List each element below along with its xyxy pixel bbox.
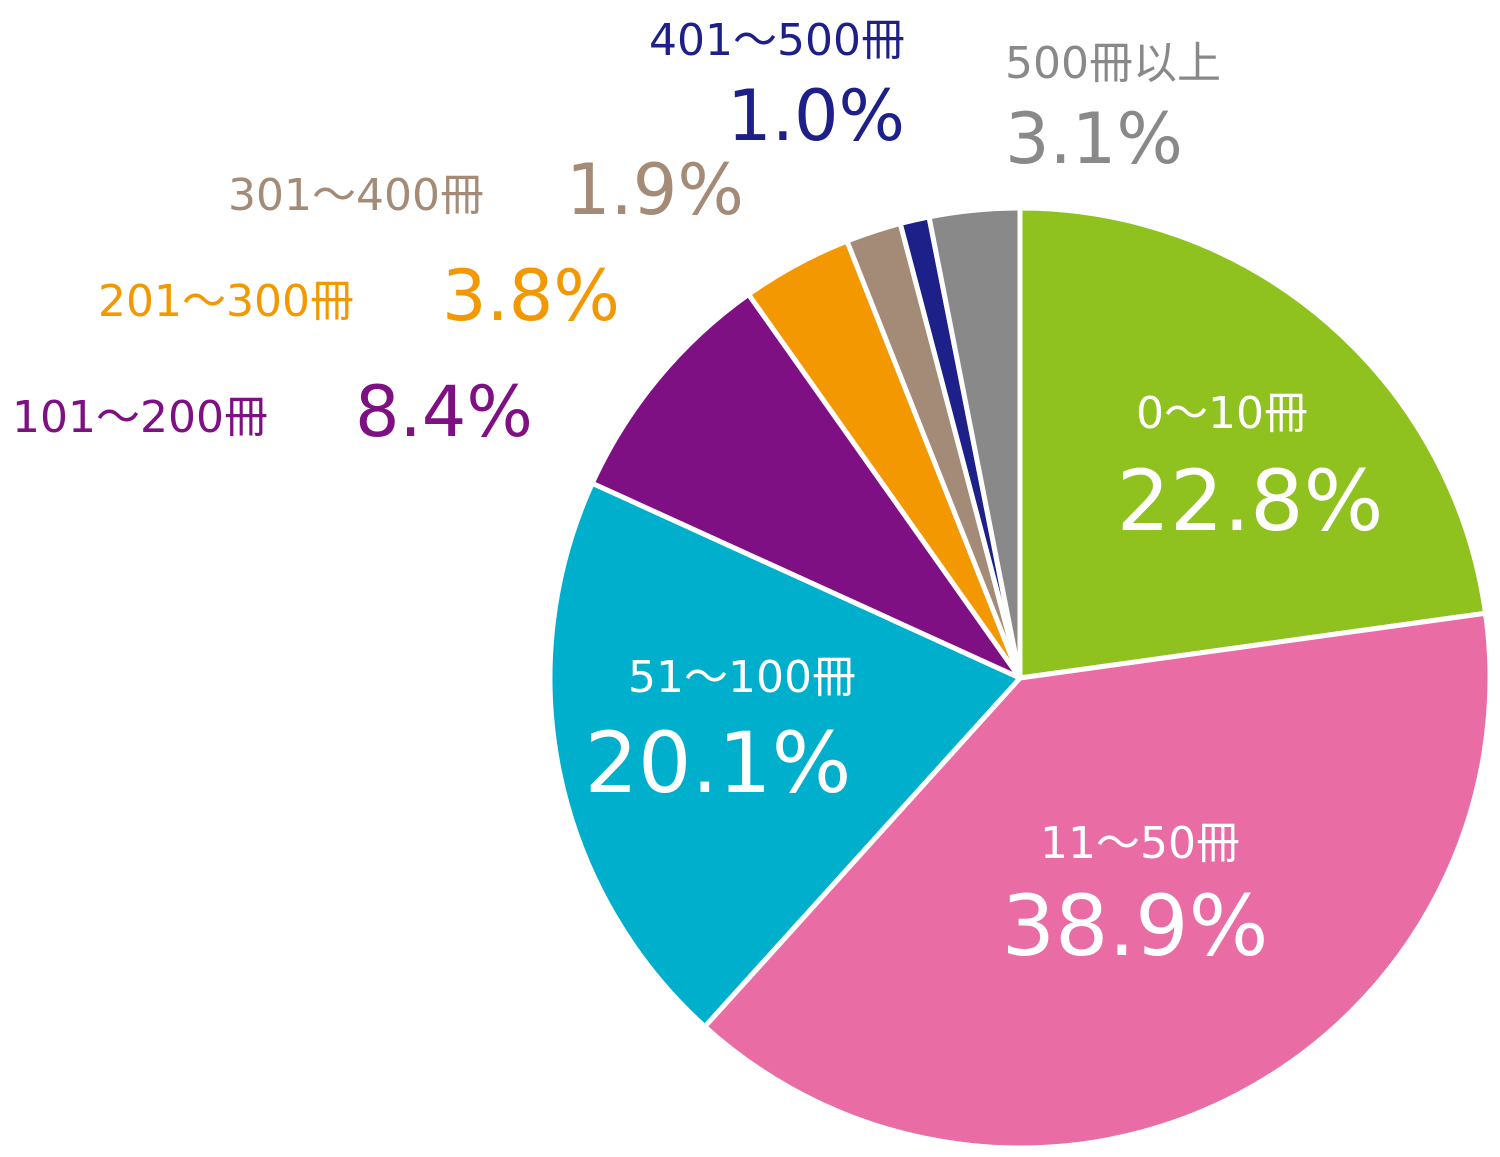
slice-value-11-50: 38.9% [1002,877,1269,975]
slice-value-51-100: 20.1% [585,714,852,812]
pie-slice-7 [926,205,1023,681]
slice-label-201-300: 201〜300冊 [98,276,354,327]
slice-value-201-300: 3.8% [442,255,620,337]
slice-label-11-50: 11〜50冊 [1040,818,1240,869]
pie-slice-3 [589,291,1023,681]
slice-value-401-500: 1.0% [727,75,905,157]
slice-label-500-plus: 500冊以上 [1005,38,1221,89]
slice-value-500-plus: 3.1% [1005,98,1183,180]
slice-label-401-500: 401〜500冊 [649,15,905,66]
slice-label-51-100: 51〜100冊 [628,652,856,703]
slice-label-301-400: 301〜400冊 [228,170,484,221]
slice-label-101-200: 101〜200冊 [12,392,268,443]
pie-slices [547,205,1493,1151]
slice-label-0-10: 0〜10冊 [1136,388,1308,439]
pie-slice-1 [702,610,1493,1151]
slice-value-101-200: 8.4% [355,371,533,453]
slice-value-301-400: 1.9% [566,149,744,231]
pie-slice-0 [1017,205,1489,681]
pie-slice-2 [547,480,1023,1030]
slice-value-0-10: 22.8% [1117,452,1384,550]
